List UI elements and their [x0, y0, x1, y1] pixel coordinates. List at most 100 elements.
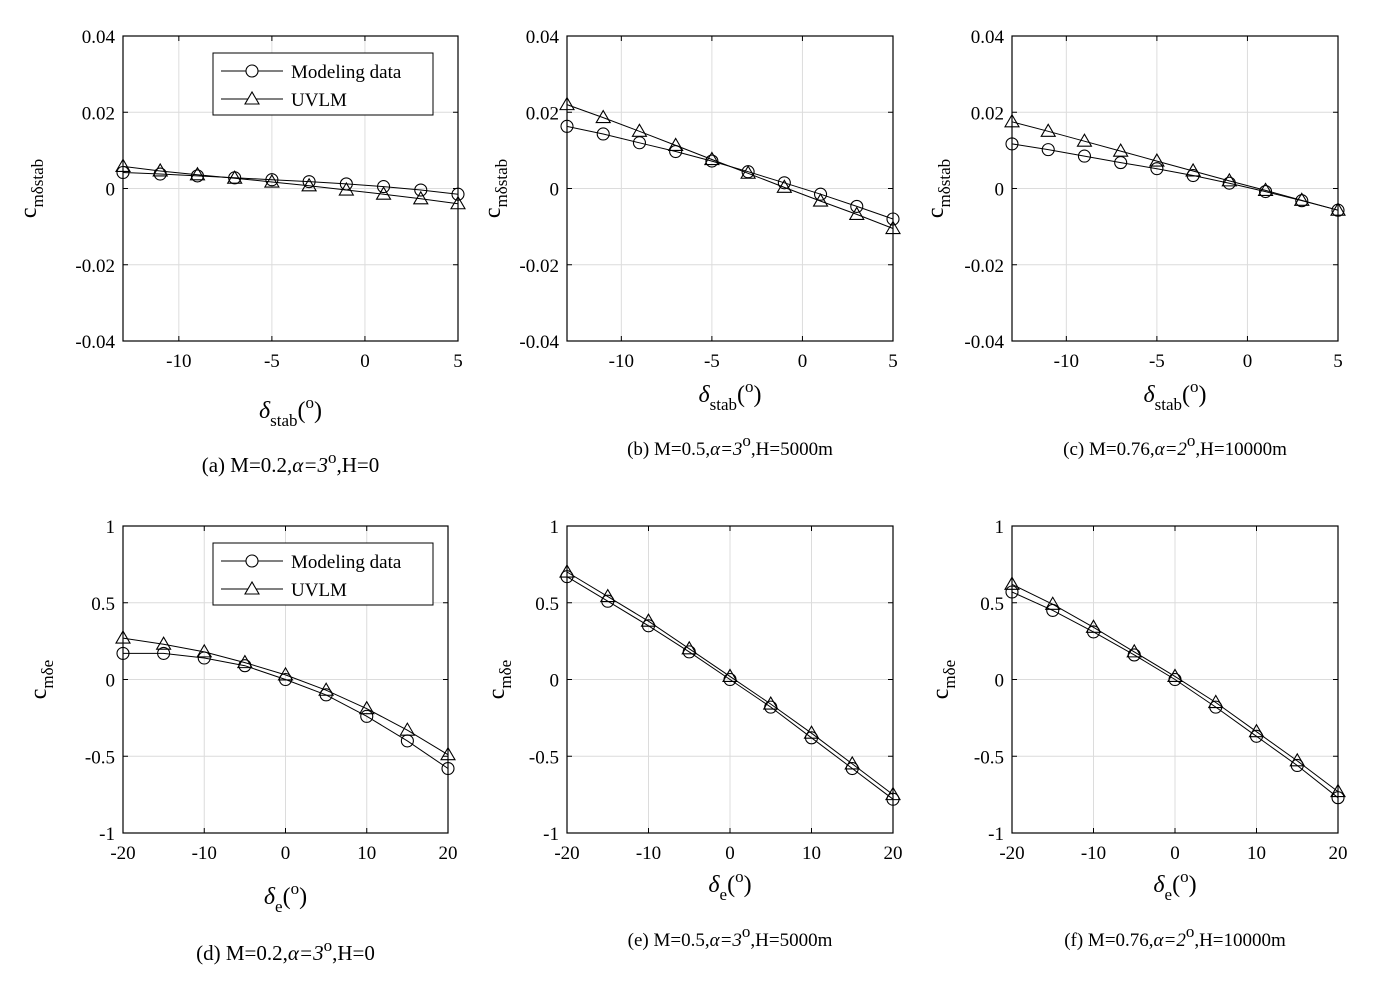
- data-point-uvlm: [595, 109, 612, 124]
- x-tick-label: 10: [802, 843, 821, 864]
- data-point-uvlm: [1185, 162, 1202, 177]
- data-point-uvlm: [681, 640, 698, 655]
- data-point-modeling-data: [1077, 149, 1091, 163]
- y-tick-label: -0.02: [75, 256, 115, 277]
- y-tick-label: 1: [106, 517, 116, 538]
- y-axis-label: cmδstab: [16, 159, 47, 218]
- legend-label-modeling-data: Modeling data: [291, 62, 402, 83]
- series-line-uvlm: [1011, 583, 1339, 792]
- y-tick-label: -1: [99, 824, 115, 845]
- x-tick-label: -10: [1081, 843, 1106, 864]
- legend-frame: [212, 52, 434, 116]
- y-tick-label: 0.04: [82, 27, 116, 48]
- data-point-uvlm: [301, 177, 318, 192]
- y-tick-label: 0: [550, 671, 560, 692]
- y-tick-label: 0.5: [980, 594, 1004, 615]
- y-tick-label: 0: [106, 180, 116, 201]
- data-point-uvlm: [776, 179, 793, 193]
- chart-panel-b: -10 -5 0 5 -0.04 -0.02 0 0.02 0.04 cmδstab δstab(o…: [480, 27, 901, 460]
- data-point-uvlm: [155, 636, 172, 650]
- x-tick-label: 0: [1170, 843, 1180, 864]
- x-tick-label: 0: [1243, 351, 1253, 372]
- x-tick-label: -5: [704, 351, 720, 372]
- data-point-uvlm: [1004, 113, 1020, 128]
- data-point-uvlm: [631, 123, 648, 137]
- data-point-uvlm: [559, 563, 575, 578]
- chart-panel-e: -20 -10 0 10 20 -1 -0.5 0 0.5 1 cmδe δe(o) (e) M=0.5…: [484, 517, 903, 951]
- data-point-uvlm: [375, 186, 392, 200]
- data-point-uvlm: [1076, 133, 1093, 147]
- data-point-uvlm: [667, 137, 684, 151]
- y-tick-label: -0.5: [529, 747, 559, 768]
- y-axis-label: cmδe: [484, 660, 515, 699]
- data-point-uvlm: [559, 96, 575, 111]
- data-point-modeling-data: [414, 183, 428, 197]
- y-tick-label: -0.04: [75, 332, 115, 353]
- x-tick-label: -5: [264, 351, 280, 372]
- panel-caption: (a) M=0.2,α=3o,H=0: [202, 448, 380, 477]
- legend-label-uvlm: UVLM: [291, 580, 347, 601]
- data-point-modeling-data: [850, 199, 864, 213]
- data-point-uvlm: [1330, 783, 1346, 798]
- data-point-modeling-data: [377, 180, 391, 194]
- data-point-uvlm: [885, 786, 901, 801]
- y-tick-label: -0.5: [974, 747, 1004, 768]
- y-tick-label: 0.04: [526, 27, 560, 48]
- x-tick-label: -20: [110, 843, 135, 864]
- data-point-uvlm: [1257, 182, 1274, 196]
- data-point-modeling-data: [1150, 162, 1164, 176]
- data-point-uvlm: [412, 190, 429, 205]
- panel-caption: (e) M=0.5,α=3o,H=5000m: [628, 922, 833, 951]
- x-tick-label: 5: [453, 351, 463, 372]
- chart-panel-d: -20 -10 0 10 20 -1 -0.5 0 0.5 1 cmδe δe(o) (d) M=0.2…: [26, 517, 458, 965]
- legend-frame: [212, 542, 434, 606]
- panel-caption: (c) M=0.76,α=2o,H=10000m: [1063, 431, 1287, 460]
- series-line-modeling-data: [1011, 143, 1339, 211]
- y-tick-label: 0.5: [91, 594, 115, 615]
- data-point-modeling-data: [1041, 143, 1055, 157]
- y-axis-label: cmδe: [26, 660, 57, 699]
- data-point-modeling-data: [560, 119, 574, 133]
- data-point-modeling-data: [814, 187, 828, 201]
- x-axis-label: δstab(o): [698, 377, 761, 414]
- y-tick-label: -0.04: [519, 332, 559, 353]
- x-tick-label: 0: [281, 843, 291, 864]
- x-tick-label: 0: [798, 351, 808, 372]
- series-line-modeling-data: [566, 125, 894, 220]
- y-tick-label: -0.02: [519, 256, 559, 277]
- data-point-uvlm: [358, 700, 375, 715]
- legend: Modeling data UVLM: [212, 542, 434, 606]
- series-line-uvlm: [566, 104, 894, 229]
- legend: Modeling data UVLM: [212, 52, 434, 116]
- x-tick-label: 0: [360, 351, 370, 372]
- data-point-uvlm: [703, 151, 720, 166]
- y-tick-label: 0.02: [82, 103, 115, 124]
- data-point-uvlm: [1293, 192, 1310, 206]
- data-point-uvlm: [152, 162, 169, 177]
- x-tick-label: -10: [166, 351, 191, 372]
- series-line-modeling-data: [566, 576, 894, 800]
- data-point-uvlm: [1040, 123, 1057, 137]
- x-tick-label: -5: [1149, 351, 1165, 372]
- data-point-uvlm: [1004, 576, 1020, 590]
- data-point-modeling-data: [1005, 585, 1019, 599]
- data-point-uvlm: [196, 643, 213, 658]
- y-tick-label: -1: [988, 824, 1004, 845]
- x-tick-label: -20: [554, 843, 579, 864]
- data-point-modeling-data: [265, 173, 279, 187]
- x-axis-label: δe(o): [708, 867, 751, 904]
- legend-marker-circle: [245, 64, 259, 78]
- data-point-uvlm: [848, 206, 865, 220]
- data-point-uvlm: [1044, 596, 1061, 610]
- data-point-uvlm: [236, 654, 253, 669]
- x-tick-label: -10: [1054, 351, 1079, 372]
- data-point-modeling-data: [302, 175, 316, 189]
- data-point-uvlm: [812, 192, 829, 207]
- y-tick-label: 0: [106, 671, 116, 692]
- data-point-uvlm: [263, 173, 280, 188]
- data-point-modeling-data: [190, 169, 204, 183]
- series-line-uvlm: [122, 637, 449, 756]
- y-tick-label: -0.5: [85, 747, 115, 768]
- data-point-uvlm: [844, 755, 861, 770]
- x-tick-label: 10: [1247, 843, 1266, 864]
